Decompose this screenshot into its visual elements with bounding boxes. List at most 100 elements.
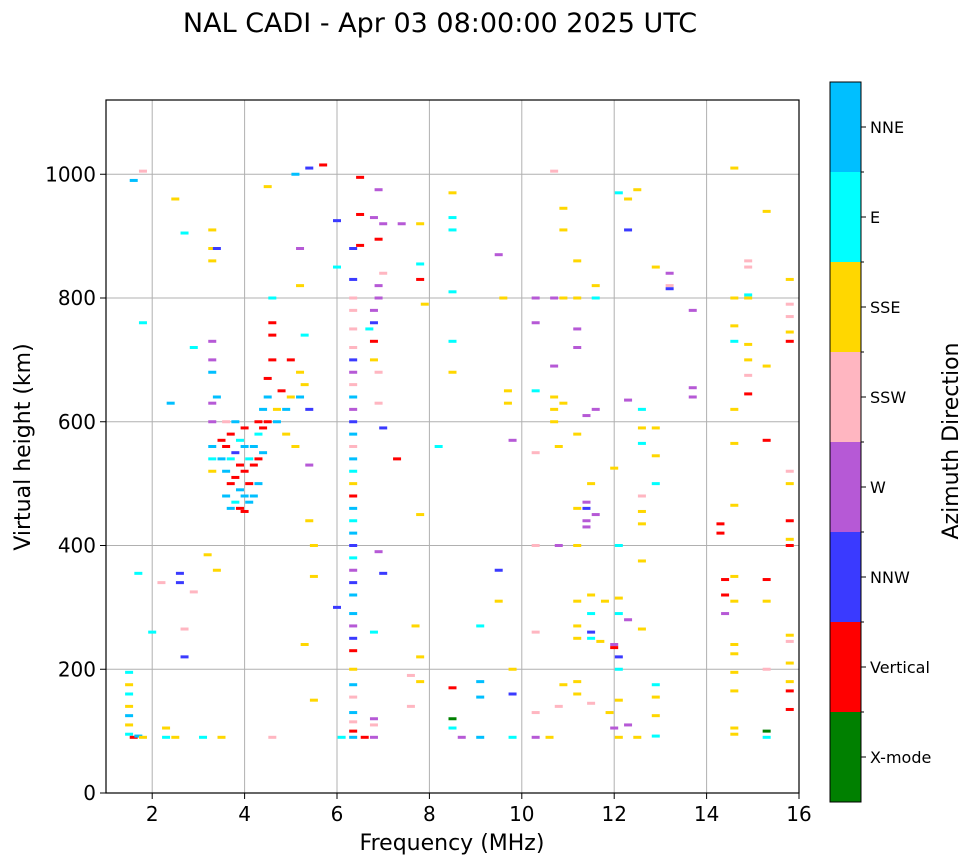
echo-point xyxy=(744,265,753,269)
echo-point xyxy=(259,451,268,455)
echo-point xyxy=(531,544,540,547)
echo-point xyxy=(614,735,623,739)
echo-point xyxy=(296,395,305,399)
echo-point xyxy=(349,395,358,399)
echo-point xyxy=(189,590,198,594)
x-tick-label: 10 xyxy=(509,802,534,826)
x-axis-ticks: 2 4 6 8 10 12 14 16 xyxy=(146,793,812,826)
echo-point xyxy=(208,228,217,232)
echo-point xyxy=(651,695,660,699)
echo-point xyxy=(162,726,171,730)
echo-point xyxy=(448,290,457,294)
echo-point xyxy=(785,315,794,319)
echo-point xyxy=(379,571,388,575)
echo-point xyxy=(730,643,739,646)
echo-point xyxy=(624,618,633,622)
echo-point xyxy=(349,469,358,473)
echo-point xyxy=(550,296,559,300)
echo-point xyxy=(349,683,358,687)
echo-point xyxy=(157,581,166,585)
echo-point xyxy=(349,519,358,523)
echo-point xyxy=(360,735,369,739)
echo-point xyxy=(573,327,582,331)
y-tick-label: 400 xyxy=(58,534,96,558)
y-tick-label: 1000 xyxy=(45,162,96,186)
plot-frame xyxy=(105,99,800,794)
echo-point xyxy=(448,686,457,690)
echo-point xyxy=(614,667,623,671)
echo-point xyxy=(337,735,346,739)
colorbar-segment xyxy=(830,622,861,712)
echo-point xyxy=(235,488,244,492)
echo-point xyxy=(212,395,221,399)
echo-point xyxy=(125,732,134,736)
echo-point xyxy=(582,500,591,504)
echo-point xyxy=(379,271,388,275)
echo-point xyxy=(129,178,138,182)
echo-point xyxy=(665,284,674,288)
echo-point xyxy=(134,571,143,575)
echo-point xyxy=(721,593,730,597)
echo-point xyxy=(610,646,619,650)
echo-point xyxy=(573,599,582,603)
echo-point xyxy=(349,445,358,448)
echo-point xyxy=(573,296,582,300)
echo-point xyxy=(559,206,568,210)
echo-point xyxy=(448,726,457,730)
echo-point xyxy=(263,376,272,380)
echo-point xyxy=(349,667,358,671)
echo-point xyxy=(600,599,609,603)
echo-point xyxy=(624,228,633,232)
echo-point xyxy=(614,544,623,547)
echo-point xyxy=(550,395,559,399)
echo-point xyxy=(744,296,753,300)
y-tick-label: 0 xyxy=(83,781,96,805)
echo-point xyxy=(744,342,753,346)
colorbar: X-mode Vertical NNW W SSW SSE E NNE xyxy=(829,81,931,803)
echo-point xyxy=(730,166,739,170)
y-axis-ticks: 0 200 400 600 800 1000 xyxy=(45,162,106,805)
echo-point xyxy=(203,553,212,557)
echo-point xyxy=(148,630,157,634)
echo-point xyxy=(349,711,358,715)
echo-point xyxy=(637,627,646,631)
echo-point xyxy=(300,383,309,387)
echo-point xyxy=(508,667,517,671)
echo-point xyxy=(730,324,739,328)
colorbar-tick-label: SSW xyxy=(870,388,906,407)
echo-point xyxy=(448,228,457,232)
echo-point xyxy=(785,680,794,684)
echo-point xyxy=(744,373,753,377)
echo-point xyxy=(356,175,365,179)
echo-point xyxy=(416,513,425,517)
echo-point xyxy=(374,370,383,374)
echo-point xyxy=(406,673,415,677)
echo-point xyxy=(476,735,485,739)
echo-point xyxy=(226,457,235,461)
echo-point xyxy=(730,296,739,300)
echo-point xyxy=(374,296,383,300)
colorbar-segment xyxy=(830,82,861,172)
echo-point xyxy=(587,593,596,597)
echo-point xyxy=(369,321,378,325)
echo-point xyxy=(531,389,540,393)
echo-point xyxy=(263,185,272,189)
colorbar-segment xyxy=(830,532,861,622)
echo-point xyxy=(296,284,305,288)
echo-point xyxy=(434,445,443,448)
echo-point xyxy=(785,661,794,665)
echo-point xyxy=(134,734,143,738)
echo-point xyxy=(226,482,235,486)
colorbar-tick-label: X-mode xyxy=(870,748,931,767)
echo-point xyxy=(762,209,771,213)
echo-point xyxy=(305,519,314,523)
echo-point xyxy=(349,593,358,597)
echo-point xyxy=(610,643,619,646)
echo-point xyxy=(254,457,263,461)
echo-point xyxy=(249,445,258,448)
echo-point xyxy=(138,321,147,325)
echo-point xyxy=(208,457,217,461)
echo-point xyxy=(263,395,272,399)
echo-point xyxy=(573,692,582,696)
echo-point xyxy=(349,358,358,362)
